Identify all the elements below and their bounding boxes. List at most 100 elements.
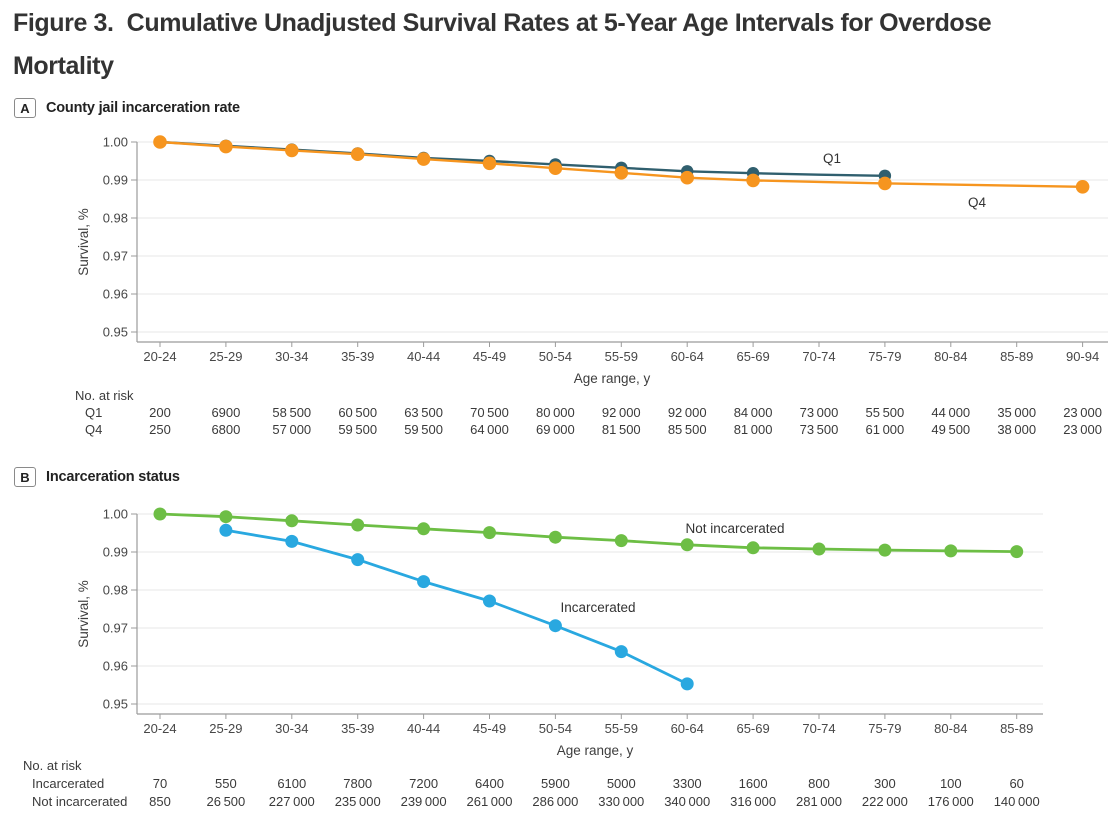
data-point-marker bbox=[285, 514, 299, 528]
x-tick-label: 30-34 bbox=[275, 349, 308, 364]
risk-table-title: No. at risk bbox=[23, 758, 82, 773]
data-point-marker bbox=[614, 534, 628, 548]
data-point-marker bbox=[812, 542, 826, 556]
x-tick-label: 85-89 bbox=[1000, 721, 1033, 736]
risk-value: 60 500 bbox=[338, 405, 377, 420]
data-point-marker bbox=[285, 143, 299, 158]
data-point-marker bbox=[351, 518, 365, 532]
panel-b-risk-table: No. at risk Incarcerated 70 550 6100 7800 7200… bbox=[23, 758, 1040, 809]
risk-value: 44 000 bbox=[931, 405, 970, 420]
panel-a-chart: 1.00 0.99 0.98 0.97 0.96 0.95 20-24 25-29 30-34 3… bbox=[75, 135, 1108, 437]
panel-b-y-axis: 1.00 0.99 0.98 0.97 0.96 0.95 bbox=[103, 507, 138, 714]
risk-value: 92 000 bbox=[602, 405, 641, 420]
risk-value: 61 000 bbox=[866, 422, 905, 437]
risk-value: 81 000 bbox=[734, 422, 773, 437]
data-point-marker bbox=[680, 538, 694, 552]
x-tick-label: 75-79 bbox=[868, 721, 901, 736]
risk-value: 235 000 bbox=[335, 794, 381, 809]
risk-value: 49 500 bbox=[931, 422, 970, 437]
x-tick-label: 25-29 bbox=[209, 721, 242, 736]
panel-a-label: County jail incarceration rate bbox=[46, 100, 240, 116]
risk-value: 340 000 bbox=[664, 794, 710, 809]
risk-value: 59 500 bbox=[338, 422, 377, 437]
x-tick-label: 65-69 bbox=[736, 349, 769, 364]
x-tick-label: 25-29 bbox=[209, 349, 242, 364]
risk-value: 6900 bbox=[211, 405, 240, 420]
risk-value: 3300 bbox=[673, 776, 702, 791]
panel-b-x-axis: 20-24 25-29 30-34 35-39 40-44 45-49 50-54 55-59… bbox=[137, 713, 1043, 736]
y-tick-label: 0.97 bbox=[103, 249, 128, 264]
data-point-marker bbox=[219, 139, 233, 154]
x-tick-label: 75-79 bbox=[868, 349, 901, 364]
data-point-marker bbox=[351, 553, 365, 567]
x-tick-label: 45-49 bbox=[473, 721, 506, 736]
risk-value: 69 000 bbox=[536, 422, 575, 437]
x-tick-label: 80-84 bbox=[934, 349, 967, 364]
data-point-marker bbox=[548, 530, 562, 544]
data-point-marker bbox=[680, 677, 694, 691]
x-tick-label: 40-44 bbox=[407, 349, 440, 364]
y-tick-label: 1.00 bbox=[103, 135, 128, 150]
risk-value: 70 500 bbox=[470, 405, 509, 420]
y-axis-title: Survival, % bbox=[76, 208, 91, 276]
x-tick-label: 40-44 bbox=[407, 721, 440, 736]
data-point-marker bbox=[614, 645, 628, 659]
risk-value: 286 000 bbox=[532, 794, 578, 809]
risk-row-label: Q1 bbox=[85, 405, 102, 420]
x-tick-label: 80-84 bbox=[934, 721, 967, 736]
risk-value: 316 000 bbox=[730, 794, 776, 809]
data-point-marker bbox=[746, 541, 760, 555]
risk-value: 550 bbox=[215, 776, 237, 791]
x-axis-title: Age range, y bbox=[557, 743, 634, 758]
risk-value: 6100 bbox=[277, 776, 306, 791]
y-tick-label: 0.97 bbox=[103, 621, 128, 636]
risk-value: 70 bbox=[153, 776, 167, 791]
risk-table-title: No. at risk bbox=[75, 388, 134, 403]
risk-row-label: Q4 bbox=[85, 422, 102, 437]
panel-a-header: A County jail incarceration rate bbox=[14, 98, 240, 118]
panel-b-label: Incarceration status bbox=[46, 469, 180, 485]
x-tick-label: 70-74 bbox=[802, 721, 835, 736]
risk-value: 200 bbox=[149, 405, 171, 420]
risk-value: 57 000 bbox=[272, 422, 311, 437]
panel-a-gridlines bbox=[137, 141, 1108, 333]
risk-value: 176 000 bbox=[928, 794, 974, 809]
y-tick-label: 0.98 bbox=[103, 211, 128, 226]
risk-row-label: Incarcerated bbox=[32, 776, 104, 791]
risk-value: 261 000 bbox=[467, 794, 513, 809]
risk-value: 73 500 bbox=[800, 422, 839, 437]
panel-a-annotations: Q1 Q4 bbox=[823, 151, 987, 210]
risk-value: 300 bbox=[874, 776, 896, 791]
risk-value: 800 bbox=[808, 776, 830, 791]
data-point-marker bbox=[153, 507, 167, 521]
y-tick-label: 0.99 bbox=[103, 545, 128, 560]
data-point-marker bbox=[350, 147, 365, 161]
y-axis-title: Survival, % bbox=[76, 580, 91, 648]
series-line bbox=[158, 140, 887, 177]
panel-b-chart: 1.00 0.99 0.98 0.97 0.96 0.95 20-24 25-29 30-34 3… bbox=[23, 507, 1043, 809]
series-label: Q4 bbox=[968, 195, 987, 210]
panel-b-header: B Incarceration status bbox=[14, 467, 180, 487]
risk-value: 6400 bbox=[475, 776, 504, 791]
data-point-marker bbox=[417, 522, 431, 536]
data-point-marker bbox=[944, 544, 958, 558]
data-point-marker bbox=[483, 594, 496, 608]
x-tick-label: 35-39 bbox=[341, 721, 374, 736]
risk-value: 239 000 bbox=[401, 794, 447, 809]
risk-value: 5900 bbox=[541, 776, 570, 791]
panel-b-series-not-incarcerated bbox=[153, 507, 1024, 559]
risk-value: 63 500 bbox=[404, 405, 443, 420]
y-tick-label: 0.95 bbox=[103, 325, 128, 340]
x-tick-label: 20-24 bbox=[143, 721, 176, 736]
panel-b-series-incarcerated bbox=[219, 523, 694, 691]
risk-value: 55 500 bbox=[866, 405, 905, 420]
x-tick-label: 55-59 bbox=[605, 349, 638, 364]
x-tick-label: 90-94 bbox=[1066, 349, 1099, 364]
data-point-marker bbox=[680, 170, 694, 185]
risk-value: 73 000 bbox=[800, 405, 839, 420]
data-point-marker bbox=[483, 526, 496, 540]
data-point-marker bbox=[1010, 545, 1024, 559]
risk-value: 7200 bbox=[409, 776, 438, 791]
